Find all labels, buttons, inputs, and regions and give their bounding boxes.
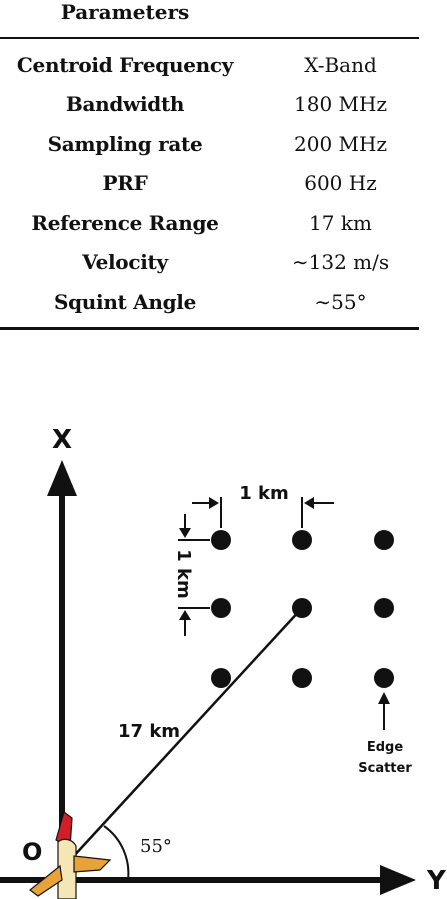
param-name: Velocity <box>82 250 168 274</box>
y-axis-label: Y <box>426 866 447 896</box>
param-value: X-Band <box>304 53 377 77</box>
target-point <box>211 598 231 618</box>
param-value: ∼132 m/s <box>291 250 390 274</box>
target-point <box>374 598 394 618</box>
x-axis-label: X <box>52 425 72 455</box>
table-top-rule <box>0 37 419 39</box>
table-row: Sampling rate 200 MHz <box>0 125 419 164</box>
target-point <box>292 598 312 618</box>
target-point <box>374 530 394 550</box>
table-row: Bandwidth 180 MHz <box>0 85 419 124</box>
table-row: PRF 600 Hz <box>0 164 419 203</box>
param-name: PRF <box>102 171 148 195</box>
param-value: 17 km <box>309 211 372 235</box>
param-name: Sampling rate <box>47 132 203 156</box>
edge-label-line2: Scatter <box>358 761 412 776</box>
target-point <box>211 668 231 688</box>
origin-label: O <box>22 838 42 866</box>
angle-arc <box>103 825 130 881</box>
airplane-icon <box>29 810 112 899</box>
range-label: 17 km <box>118 721 180 742</box>
table-header: Parameters <box>60 0 190 24</box>
param-value: 600 Hz <box>304 171 377 195</box>
vertical-spacing-label: 1 km <box>173 549 194 599</box>
horizontal-spacing-dimension <box>192 497 334 528</box>
target-point <box>211 530 231 550</box>
table-row: Reference Range 17 km <box>0 204 419 243</box>
edge-label-line1: Edge <box>367 740 403 755</box>
target-grid <box>211 530 394 688</box>
param-name: Centroid Frequency <box>16 53 234 77</box>
geometry-diagram: X Y O 17 km 55° <box>0 425 447 899</box>
table-row: Centroid Frequency X-Band <box>0 46 419 85</box>
table-row: Squint Angle ∼55° <box>0 283 419 322</box>
param-name: Squint Angle <box>53 290 197 314</box>
range-line <box>71 607 303 859</box>
angle-label: 55° <box>140 836 172 857</box>
param-name: Bandwidth <box>65 92 185 116</box>
target-point <box>292 530 312 550</box>
table-row: Velocity ∼132 m/s <box>0 243 419 282</box>
target-point <box>374 668 394 688</box>
table-bottom-rule <box>0 327 419 330</box>
param-value: ∼55° <box>314 290 367 314</box>
param-value: 180 MHz <box>294 92 387 116</box>
target-point <box>292 668 312 688</box>
param-value: 200 MHz <box>294 132 387 156</box>
edge-scatter-arrow <box>378 692 390 730</box>
vertical-spacing-dimension <box>178 514 210 636</box>
horizontal-spacing-label: 1 km <box>239 483 289 504</box>
param-name: Reference Range <box>31 211 219 235</box>
